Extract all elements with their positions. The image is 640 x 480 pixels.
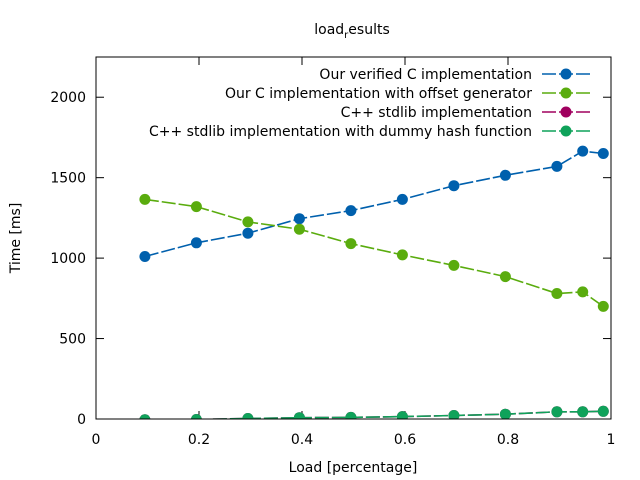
data-point xyxy=(345,411,357,419)
data-point xyxy=(551,406,563,418)
x-tick-label: 0.2 xyxy=(188,432,210,448)
data-point xyxy=(139,251,151,262)
y-tick-label: 0 xyxy=(77,412,86,428)
data-point xyxy=(551,160,563,172)
data-point xyxy=(597,300,609,312)
legend-swatch-marker xyxy=(560,68,572,80)
x-tick-label: 1 xyxy=(607,432,616,448)
legend-swatch-marker xyxy=(560,87,572,99)
data-point xyxy=(345,205,357,217)
data-point xyxy=(551,288,563,299)
data-point xyxy=(396,249,408,261)
data-point xyxy=(448,180,460,192)
legend-label: Our verified C implementation xyxy=(319,67,532,83)
x-axis-label: Load [percentage] xyxy=(289,460,418,476)
data-point xyxy=(190,201,202,213)
y-axis-label: Time [ms] xyxy=(8,203,24,275)
legend-swatch-marker xyxy=(560,125,572,137)
y-tick-label: 1000 xyxy=(50,251,86,267)
series-4 xyxy=(139,405,609,419)
y-tick-label: 2000 xyxy=(50,90,86,106)
series-1 xyxy=(139,145,609,262)
data-point xyxy=(577,145,589,157)
data-point xyxy=(293,223,305,235)
series-3 xyxy=(139,405,609,419)
data-point xyxy=(242,216,254,228)
data-point xyxy=(597,148,609,159)
data-point xyxy=(396,411,408,419)
x-tick-label: 0.4 xyxy=(291,432,313,448)
data-point xyxy=(242,227,254,239)
data-point xyxy=(139,193,151,205)
data-point xyxy=(242,413,254,419)
data-point xyxy=(190,414,202,419)
legend-label: C++ stdlib implementation with dummy has… xyxy=(149,124,532,140)
series-2 xyxy=(139,193,609,312)
data-point xyxy=(293,412,305,419)
data-point xyxy=(499,408,511,419)
legend-swatch-marker xyxy=(560,106,572,118)
data-point xyxy=(499,169,511,181)
y-tick-label: 1500 xyxy=(50,171,86,187)
legend: Our verified C implementation Our C imple… xyxy=(149,67,590,140)
data-point xyxy=(190,237,202,249)
data-point xyxy=(345,238,357,250)
y-tick-label: 500 xyxy=(59,332,86,348)
legend-label: C++ stdlib implementation xyxy=(341,105,532,121)
legend-item: Our verified C implementation xyxy=(319,67,590,83)
data-point xyxy=(577,406,589,418)
data-point xyxy=(499,271,511,283)
plot-frame xyxy=(95,56,612,420)
data-point xyxy=(577,286,589,298)
data-point xyxy=(448,259,460,271)
x-tick-label: 0 xyxy=(92,432,101,448)
legend-item: Our C implementation with offset generat… xyxy=(225,86,590,102)
legend-label: Our C implementation with offset generat… xyxy=(225,86,532,102)
series-line xyxy=(144,198,604,308)
data-point xyxy=(396,193,408,205)
x-tick-label: 0.8 xyxy=(497,432,519,448)
data-point xyxy=(597,405,609,417)
data-point xyxy=(448,410,460,419)
data-point xyxy=(293,213,305,225)
series-line xyxy=(144,150,604,258)
x-tick-label: 0.6 xyxy=(394,432,416,448)
legend-item: C++ stdlib implementation xyxy=(341,105,590,121)
chart-title: loadresults xyxy=(314,22,390,41)
data-point xyxy=(139,414,151,419)
legend-item: C++ stdlib implementation with dummy has… xyxy=(149,124,590,140)
